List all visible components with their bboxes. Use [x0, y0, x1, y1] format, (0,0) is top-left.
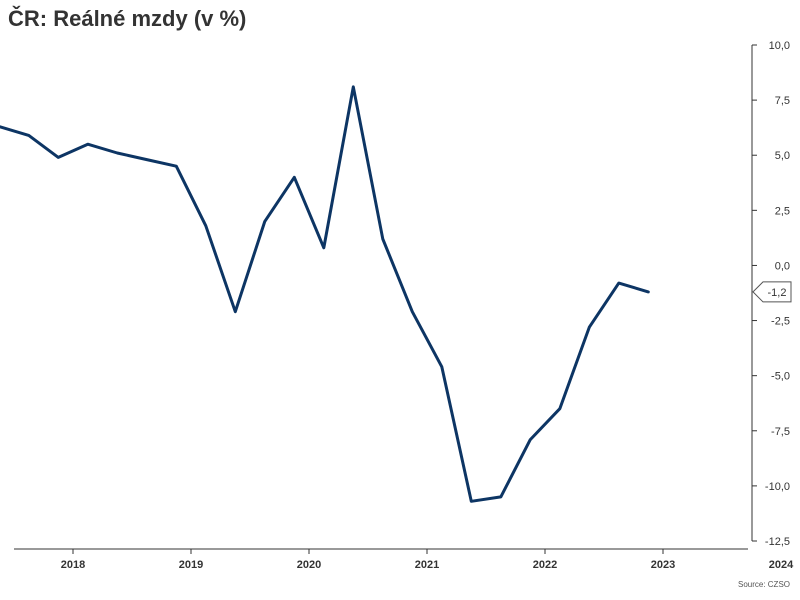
- y-tick-label: 2,5: [775, 205, 790, 217]
- y-axis-ticks: [752, 44, 757, 542]
- x-axis: 2018 2019 2020 2021 2022 2023 2024: [14, 548, 794, 571]
- series-layer: [0, 85, 650, 503]
- y-tick-label: -5,0: [771, 371, 790, 383]
- source-note: Source: CZSO: [738, 580, 790, 589]
- last-value-label: -1,2: [752, 281, 792, 303]
- y-tick-label: 0,0: [775, 260, 790, 272]
- chart-title: ČR: Reálné mzdy (v %): [8, 6, 247, 31]
- y-tick-label: -2,5: [771, 316, 790, 328]
- last-value-text: -1,2: [768, 287, 787, 299]
- y-tick-label: -10,0: [765, 481, 790, 493]
- y-tick-label: 7,5: [775, 95, 790, 107]
- y-tick-label: -7,5: [771, 426, 790, 438]
- y-tick-label: 10,0: [769, 40, 790, 52]
- x-tick-label: 2019: [179, 559, 203, 571]
- x-tick-label: 2022: [533, 559, 557, 571]
- x-tick-label: 2021: [415, 559, 439, 571]
- x-tick-label: 2023: [651, 559, 675, 571]
- last-value-box: [752, 281, 792, 303]
- x-axis-labels: 2018 2019 2020 2021 2022 2023 2024: [61, 559, 794, 571]
- y-tick-label: -12,5: [765, 536, 790, 548]
- y-axis: 10,0 7,5 5,0 2,5 0,0 -2,5 -5,0 -7,5 -10,0 -12,5: [751, 40, 790, 548]
- x-axis-ticks: [72, 549, 664, 554]
- x-tick-label: 2024: [769, 559, 794, 571]
- x-tick-label: 2018: [61, 559, 85, 571]
- y-axis-labels: 10,0 7,5 5,0 2,5 0,0 -2,5 -5,0 -7,5 -10,0 -12,5: [765, 40, 790, 548]
- series-line: [0, 85, 650, 503]
- y-tick-label: 5,0: [775, 150, 790, 162]
- x-tick-label: 2020: [297, 559, 321, 571]
